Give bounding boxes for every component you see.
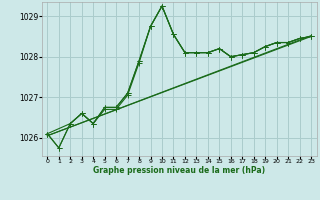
X-axis label: Graphe pression niveau de la mer (hPa): Graphe pression niveau de la mer (hPa) <box>93 166 265 175</box>
